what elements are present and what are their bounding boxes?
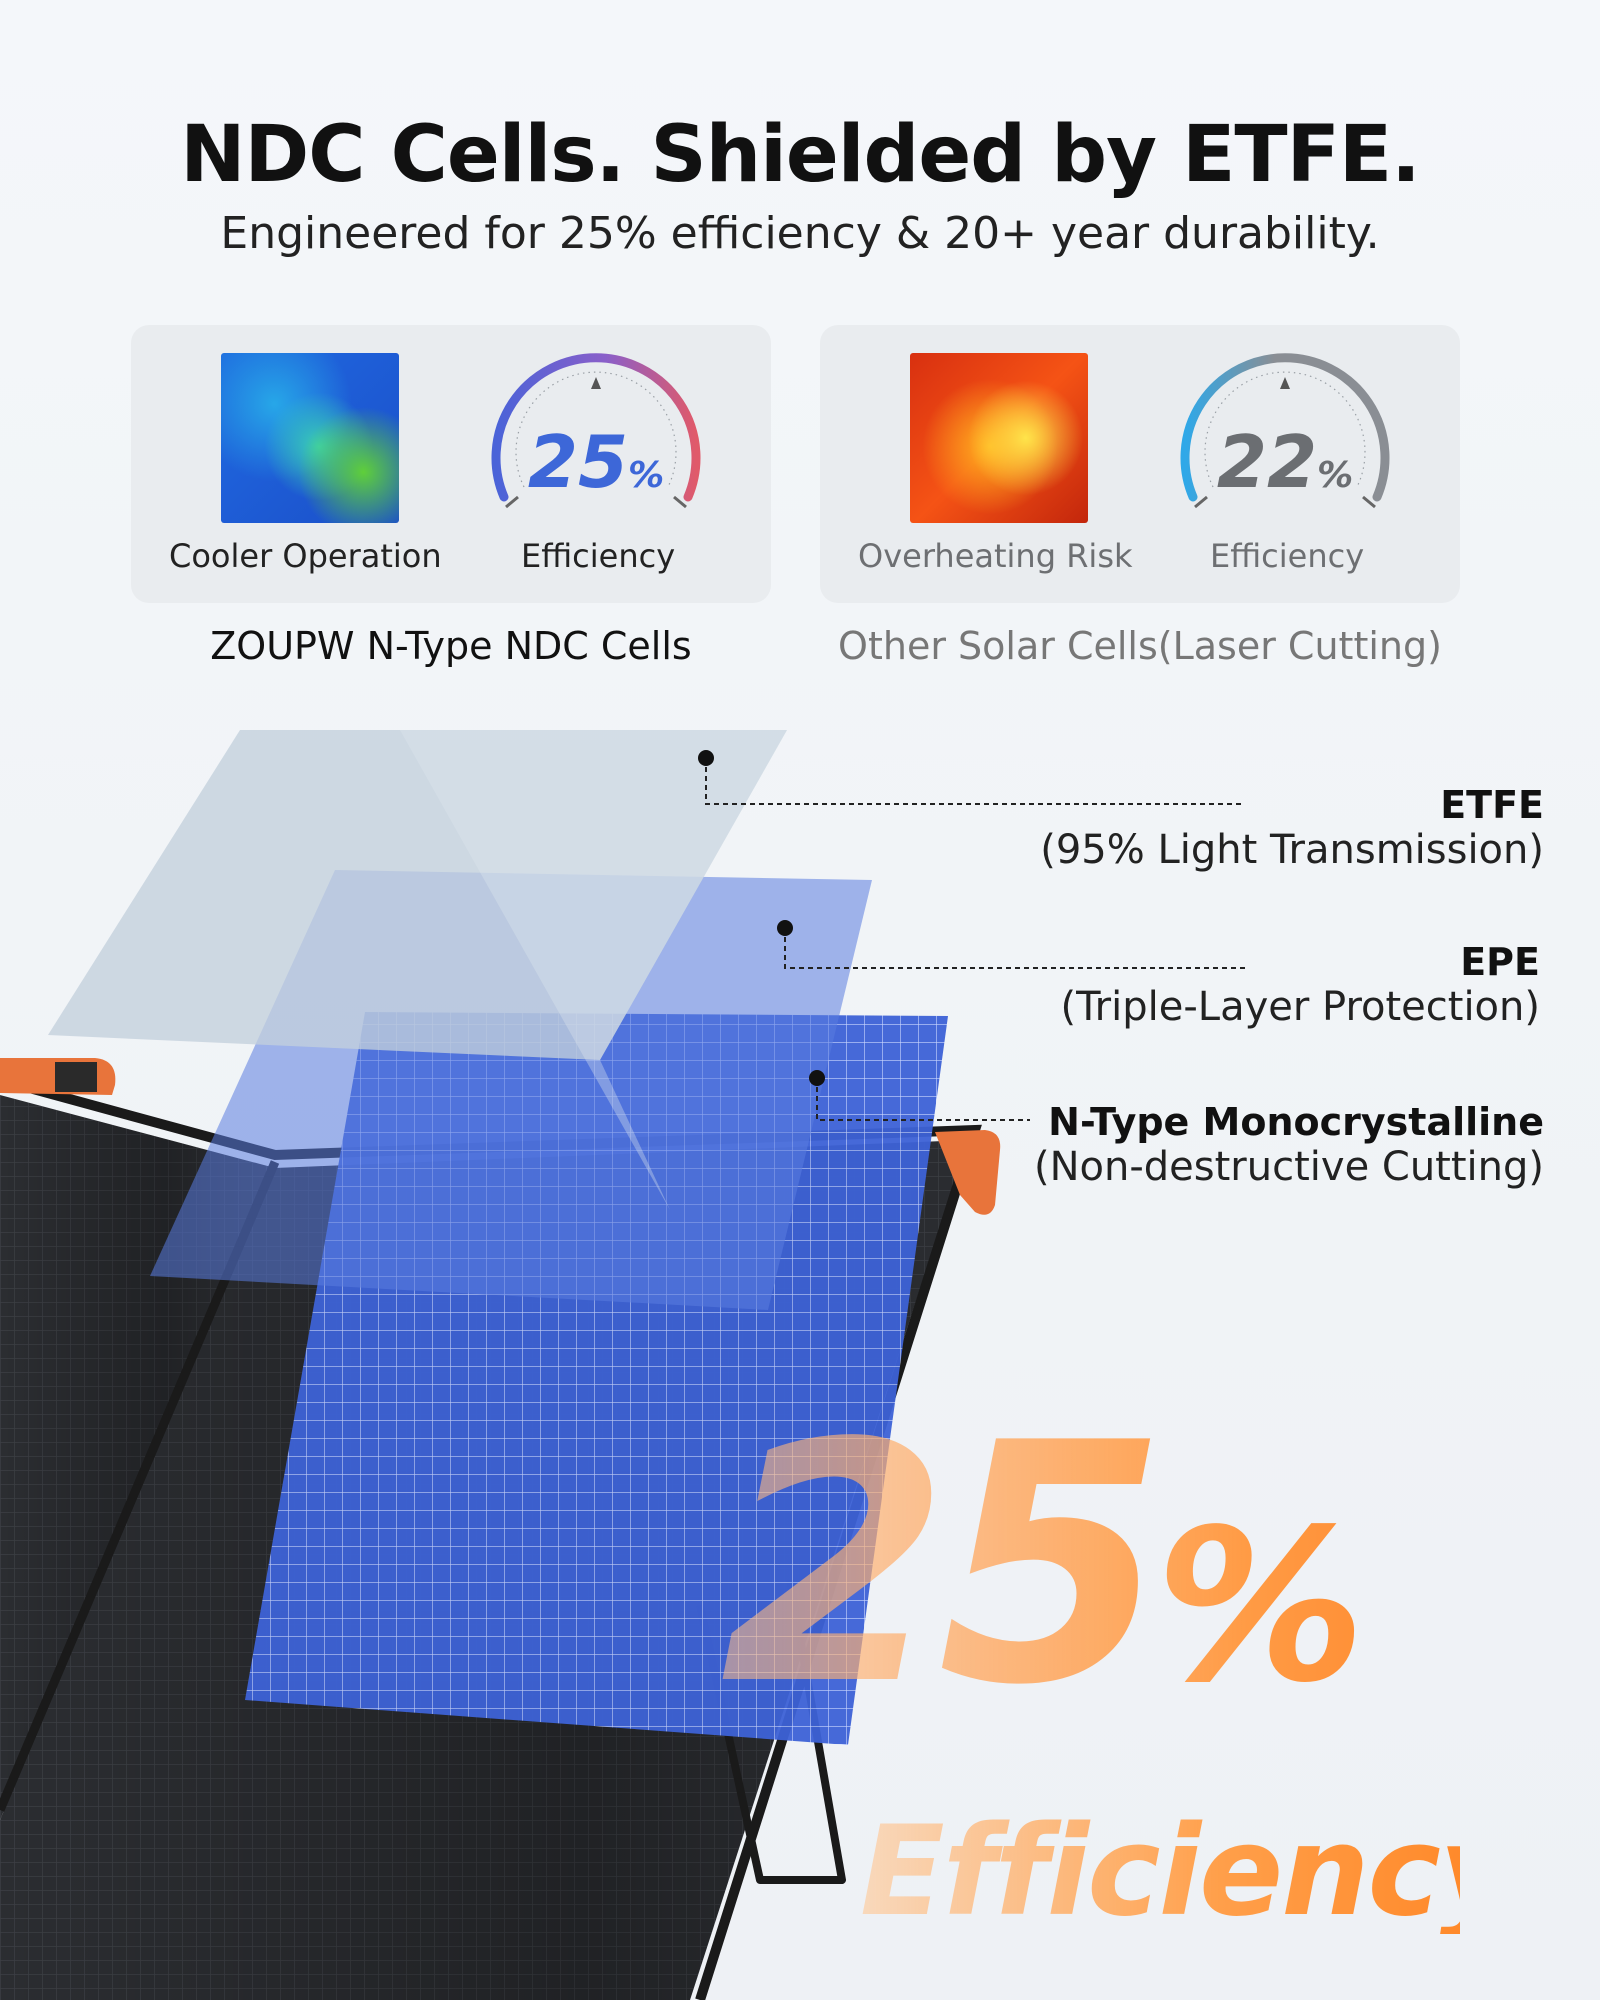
etfe-marker <box>698 750 714 766</box>
efficiency-value: 22% <box>1216 420 1354 504</box>
efficiency-gauge-icon <box>1180 353 1390 509</box>
thermal-image-cool <box>221 353 399 523</box>
epe-marker <box>777 920 793 936</box>
hero-efficiency-value: 25% <box>720 1400 1600 1730</box>
efficiency-value: 25% <box>527 420 665 504</box>
layer-title: EPE <box>1460 940 1540 984</box>
layer-callout-etfe: ETFE (95% Light Transmission) <box>1040 783 1544 873</box>
efficiency-label: Efficiency <box>521 537 676 575</box>
thermal-image-hot <box>910 353 1088 523</box>
page-title: NDC Cells. Shielded by ETFE. <box>180 110 1421 200</box>
layer-callout-epe: EPE (Triple-Layer Protection) <box>1061 940 1540 1030</box>
solar-panel-illustration <box>0 730 1245 2000</box>
comparison-caption-ndc: ZOUPW N-Type NDC Cells <box>210 624 692 668</box>
efficiency-gauge-icon <box>491 353 701 509</box>
hero-efficiency-label: Efficiency <box>860 1800 1520 1944</box>
efficiency-label: Efficiency <box>1210 537 1365 575</box>
layer-title: ETFE <box>1440 783 1544 827</box>
comparison-card-ndc: Cooler Operation 25% Efficiency <box>131 325 771 603</box>
comparison-caption-other: Other Solar Cells(Laser Cutting) <box>838 624 1442 668</box>
layer-title: N-Type Monocrystalline <box>1048 1100 1544 1144</box>
etfe-layer <box>48 730 787 1060</box>
thermal-label: Cooler Operation <box>169 537 442 575</box>
layer-subtitle: (Non-destructive Cutting) <box>1034 1144 1544 1190</box>
page-subtitle: Engineered for 25% efficiency & 20+ year… <box>220 208 1380 259</box>
thermal-label: Overheating Risk <box>858 537 1133 575</box>
corner-guard-icon <box>935 1130 1001 1215</box>
layer-subtitle: (95% Light Transmission) <box>1040 827 1544 873</box>
cells-marker <box>809 1070 825 1086</box>
layer-callout-cells: N-Type Monocrystalline (Non-destructive … <box>1034 1100 1544 1190</box>
comparison-card-other: Overheating Risk 22% Efficiency <box>820 325 1460 603</box>
layer-subtitle: (Triple-Layer Protection) <box>1060 984 1540 1030</box>
